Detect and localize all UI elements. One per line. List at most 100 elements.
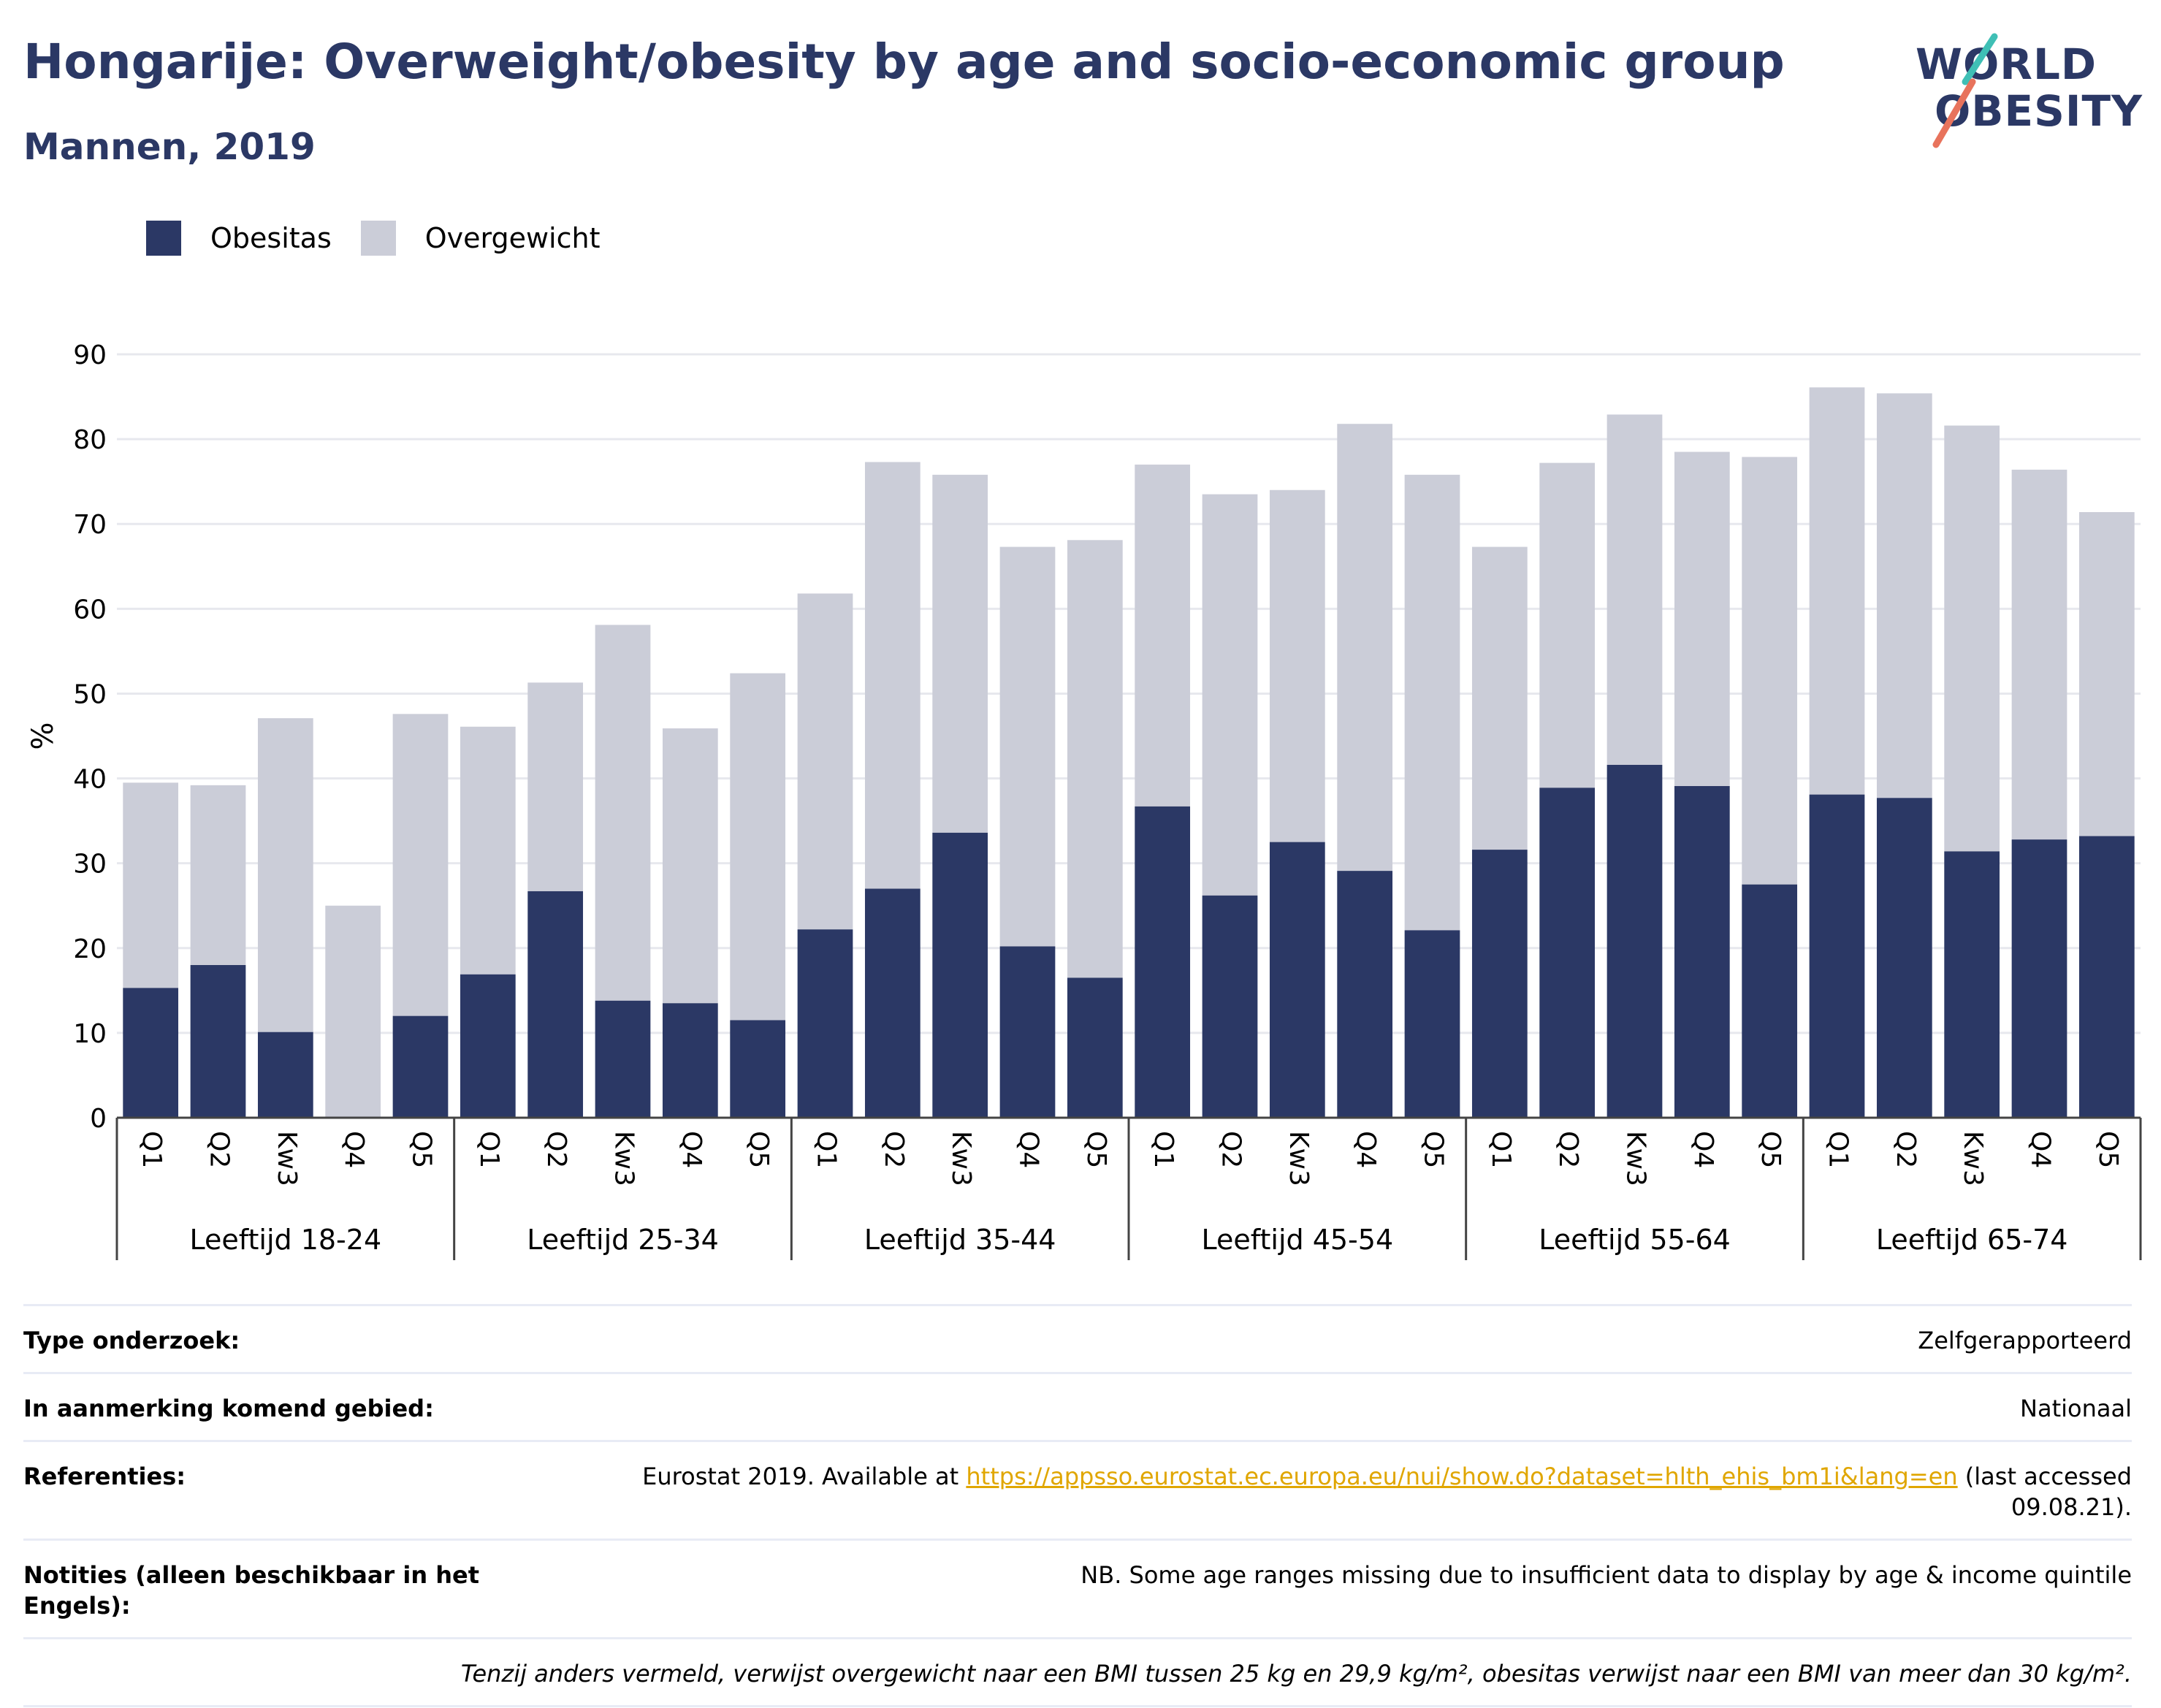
x-tick-label: Kw3 <box>1958 1131 1988 1186</box>
x-tick-label: Kw3 <box>1621 1131 1651 1186</box>
bar-obesity <box>932 832 988 1118</box>
bar-obesity <box>999 946 1056 1118</box>
bar-obesity <box>1269 842 1325 1118</box>
x-tick-label: Q5 <box>2093 1131 2123 1168</box>
meta-row-references: Referenties: Eurostat 2019. Available at… <box>23 1440 2132 1539</box>
y-tick-label: 20 <box>73 934 107 964</box>
bar-obesity <box>190 965 246 1118</box>
x-tick-label: Q4 <box>339 1131 369 1168</box>
meta-row-survey-type: Type onderzoek: Zelfgerapporteerd <box>23 1304 2132 1372</box>
world-obesity-logo: WORLD OBESITY <box>1907 29 2148 153</box>
bar-obesity <box>1742 884 1798 1118</box>
bar-overweight <box>1809 387 1865 795</box>
x-tick-label: Q2 <box>879 1131 909 1168</box>
bar-obesity <box>1337 871 1393 1118</box>
y-tick-label: 0 <box>90 1104 107 1134</box>
x-tick-label: Q5 <box>1081 1131 1111 1168</box>
bar-obesity <box>864 888 921 1118</box>
logo-slash-icon <box>1932 33 1998 148</box>
bar-overweight <box>325 905 381 1118</box>
x-tick-label: Kw3 <box>272 1131 302 1186</box>
y-tick-label: 30 <box>73 850 107 880</box>
meta-value: NB. Some age ranges missing due to insuf… <box>1080 1561 2132 1589</box>
y-tick-label: 80 <box>73 425 107 455</box>
bar-obesity <box>1876 798 1932 1118</box>
bar-overweight <box>1607 414 1663 765</box>
meta-key: Referenties: <box>23 1463 186 1490</box>
x-tick-label: Q4 <box>1351 1131 1381 1168</box>
bar-obesity <box>1607 764 1663 1118</box>
bar-overweight <box>1539 462 1596 788</box>
bar-obesity <box>730 1020 786 1118</box>
x-tick-label: Q4 <box>676 1131 706 1168</box>
group-label: Leeftijd 25-34 <box>527 1224 719 1256</box>
legend-swatch-overweight <box>360 221 396 256</box>
y-tick-label: 10 <box>73 1019 107 1049</box>
group-label: Leeftijd 35-44 <box>864 1224 1056 1256</box>
metadata-table: Type onderzoek: Zelfgerapporteerd In aan… <box>23 1304 2132 1707</box>
bar-obesity <box>1809 794 1865 1118</box>
meta-key: In aanmerking komend gebied: <box>23 1395 434 1422</box>
meta-row-area: In aanmerking komend gebied: Nationaal <box>23 1372 2132 1440</box>
meta-value: Eurostat 2019. Available at https://apps… <box>598 1461 2132 1522</box>
bar-obesity <box>797 929 853 1118</box>
bar-obesity <box>123 988 179 1118</box>
legend-item-obesity: Obesitas <box>146 221 332 256</box>
chart-subtitle: Mannen, 2019 <box>23 126 316 168</box>
y-tick-label: 60 <box>73 595 107 625</box>
reference-link[interactable]: https://appsso.eurostat.ec.europa.eu/nui… <box>966 1463 1958 1490</box>
bar-overweight <box>2011 469 2067 840</box>
x-tick-label: Q5 <box>1756 1131 1785 1168</box>
bar-obesity <box>1135 806 1191 1118</box>
meta-key: Notities (alleen beschikbaar in het Enge… <box>23 1561 480 1620</box>
meta-key: Type onderzoek: <box>23 1327 240 1354</box>
bar-overweight <box>1337 424 1393 872</box>
bar-chart: 0 10 20 30 40 50 60 70 80 90% Q1 Q2 Kw3 Q4 Q5 Leeftijd … <box>26 340 2142 1260</box>
x-tick-label: Q1 <box>137 1131 167 1168</box>
legend-label-obesity: Obesitas <box>210 222 332 254</box>
bar-overweight <box>797 593 853 930</box>
x-tick-label: Q1 <box>1148 1131 1178 1168</box>
bar-overweight <box>730 673 786 1021</box>
bar-obesity <box>1202 895 1258 1118</box>
bar-obesity <box>595 1000 651 1118</box>
x-tick-label: Q1 <box>474 1131 504 1168</box>
bar-overweight <box>460 726 516 975</box>
x-tick-label: Kw3 <box>946 1131 976 1186</box>
bar-overweight <box>1135 464 1191 807</box>
x-tick-label: Q1 <box>812 1131 842 1168</box>
y-tick-label: 50 <box>73 679 107 709</box>
reference-suffix: (last accessed 09.08.21). <box>1957 1463 2132 1521</box>
bar-overweight <box>932 474 988 833</box>
footnote: Tenzij anders vermeld, verwijst overgewi… <box>460 1660 2132 1688</box>
x-tick-label: Q5 <box>744 1131 774 1168</box>
bar-overweight <box>257 718 313 1032</box>
legend-label-overweight: Overgewicht <box>424 222 601 254</box>
x-tick-label: Q4 <box>1688 1131 1718 1168</box>
bar-overweight <box>1202 494 1258 896</box>
legend-item-overweight: Overgewicht <box>360 221 601 256</box>
y-tick-label: 90 <box>73 340 107 370</box>
x-tick-label: Q5 <box>407 1131 437 1168</box>
bar-obesity <box>1674 786 1730 1118</box>
chart-title: Hongarije: Overweight/obesity by age and… <box>23 34 1785 90</box>
group-label: Leeftijd 45-54 <box>1202 1224 1394 1256</box>
bar-overweight <box>2078 511 2135 836</box>
bar-obesity <box>460 974 516 1118</box>
meta-row-footnote: Tenzij anders vermeld, verwijst overgewi… <box>23 1637 2132 1707</box>
bar-overweight <box>1944 425 2000 852</box>
reference-text: Eurostat 2019. Available at <box>642 1463 967 1490</box>
bar-overweight <box>1742 457 1798 885</box>
x-tick-label: Q2 <box>205 1131 235 1168</box>
bar-overweight <box>595 625 651 1001</box>
bar-obesity <box>392 1015 449 1118</box>
bar-obesity <box>257 1032 313 1118</box>
y-axis-label: % <box>26 722 60 750</box>
bar-obesity <box>1539 788 1596 1118</box>
bar-obesity <box>1471 850 1528 1118</box>
bar-overweight <box>662 728 718 1004</box>
group-label: Leeftijd 18-24 <box>190 1224 382 1256</box>
bar-overweight <box>1404 474 1460 931</box>
logo-line-1: WORLD <box>1916 39 2097 89</box>
bar-obesity <box>1944 851 2000 1118</box>
